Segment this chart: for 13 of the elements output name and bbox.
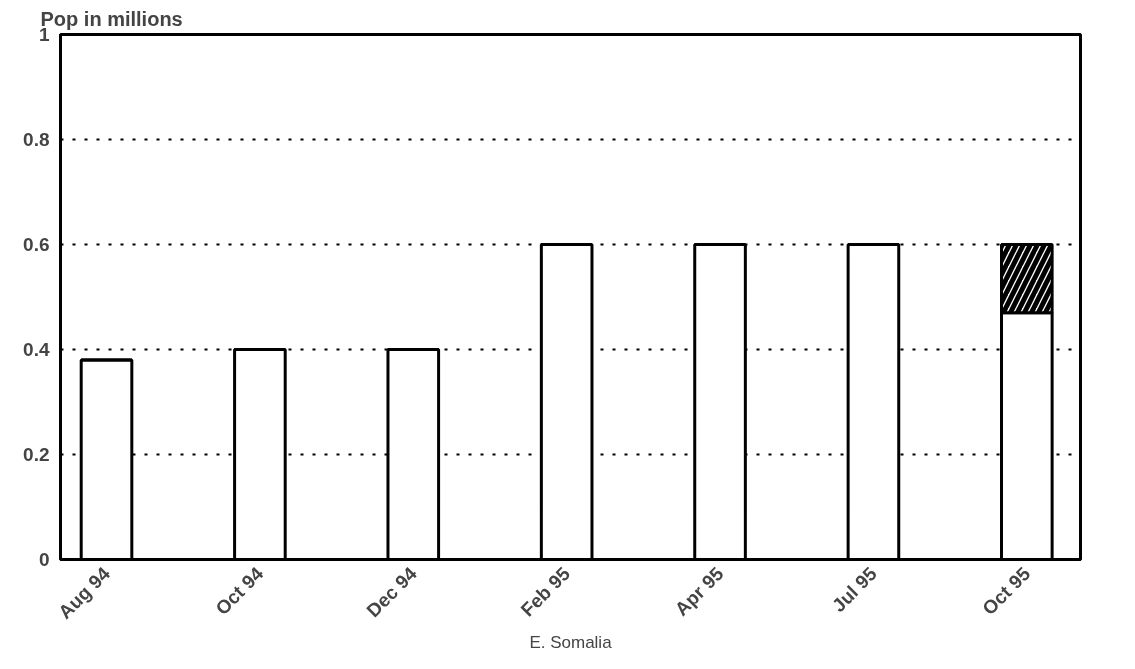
y-tick-label: 0.6 bbox=[23, 234, 50, 255]
x-tick-label: Feb 95 bbox=[516, 562, 575, 621]
y-tick-label: 0.4 bbox=[23, 339, 50, 360]
x-tick-label: Oct 95 bbox=[978, 562, 1035, 619]
y-tick-label: 0.2 bbox=[23, 444, 50, 465]
x-tick-label: Apr 95 bbox=[670, 562, 728, 620]
x-tick-label: Jul 95 bbox=[827, 562, 882, 616]
x-tick-label: Oct 94 bbox=[211, 562, 268, 619]
y-tick-label: 0 bbox=[38, 549, 50, 570]
y-tick-label: 0.8 bbox=[23, 129, 50, 150]
x-tick-label: Dec 94 bbox=[362, 562, 422, 622]
x-axis-title: E. Somalia bbox=[529, 633, 613, 653]
y-axis-title: Pop in millions bbox=[40, 7, 183, 30]
